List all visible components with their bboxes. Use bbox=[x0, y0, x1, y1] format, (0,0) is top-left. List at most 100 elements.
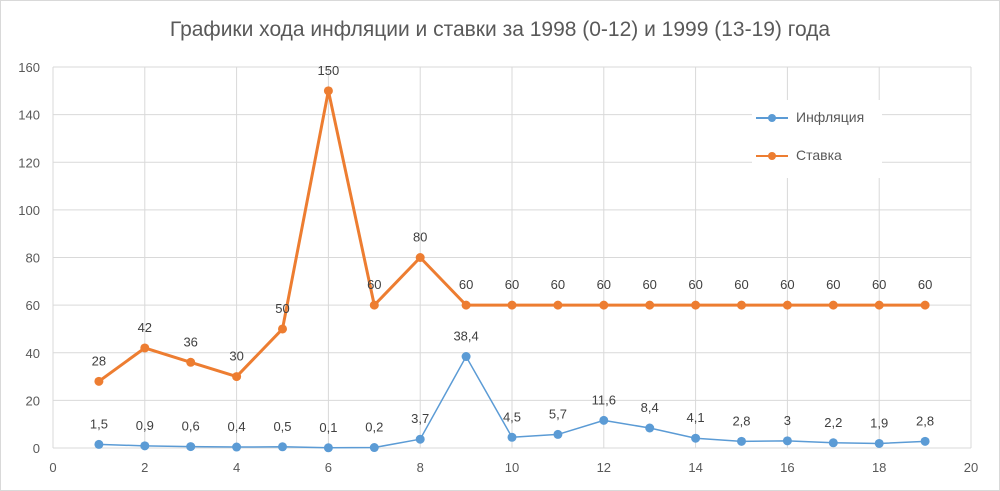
data-label-rate: 60 bbox=[367, 277, 381, 292]
data-label-inflation: 0,5 bbox=[273, 419, 291, 434]
data-point-inflation bbox=[874, 438, 884, 448]
legend: Инфляция Ставка bbox=[752, 100, 882, 178]
y-tick-label: 60 bbox=[26, 298, 40, 313]
data-point-inflation bbox=[94, 439, 104, 449]
data-point-inflation bbox=[645, 423, 655, 433]
legend-item-inflation: Инфляция bbox=[752, 108, 882, 128]
data-point-rate bbox=[645, 300, 655, 310]
y-tick-label: 140 bbox=[18, 108, 40, 123]
data-label-inflation: 8,4 bbox=[641, 400, 659, 415]
data-point-inflation bbox=[415, 434, 425, 444]
data-point-rate bbox=[140, 343, 150, 353]
y-tick-label: 100 bbox=[18, 203, 40, 218]
data-point-rate bbox=[874, 300, 884, 310]
legend-label-inflation: Инфляция bbox=[796, 109, 865, 125]
data-label-inflation: 3 bbox=[784, 413, 791, 428]
data-point-rate bbox=[828, 300, 838, 310]
data-label-inflation: 5,7 bbox=[549, 406, 567, 421]
data-label-rate: 60 bbox=[505, 277, 519, 292]
x-tick-label: 2 bbox=[141, 460, 148, 475]
x-tick-label: 6 bbox=[325, 460, 332, 475]
data-label-inflation: 38,4 bbox=[453, 329, 478, 344]
y-tick-label: 0 bbox=[33, 441, 40, 456]
x-tick-label: 12 bbox=[597, 460, 611, 475]
data-label-rate: 60 bbox=[780, 277, 794, 292]
data-label-inflation: 0,1 bbox=[319, 420, 337, 435]
data-point-inflation bbox=[507, 432, 517, 442]
data-point-inflation bbox=[920, 436, 930, 446]
x-tick-label: 10 bbox=[505, 460, 519, 475]
data-label-rate: 36 bbox=[183, 334, 197, 349]
data-label-inflation: 4,5 bbox=[503, 409, 521, 424]
data-point-inflation bbox=[828, 438, 838, 448]
data-point-inflation bbox=[369, 443, 379, 453]
data-label-inflation: 0,4 bbox=[228, 419, 246, 434]
data-label-rate: 60 bbox=[459, 277, 473, 292]
data-label-rate: 60 bbox=[872, 277, 886, 292]
data-point-rate bbox=[553, 300, 563, 310]
data-label-rate: 28 bbox=[92, 353, 106, 368]
data-label-inflation: 2,2 bbox=[824, 415, 842, 430]
data-point-inflation bbox=[461, 352, 471, 362]
y-tick-label: 80 bbox=[26, 251, 40, 266]
data-point-rate bbox=[323, 86, 333, 96]
data-label-rate: 60 bbox=[918, 277, 932, 292]
data-label-rate: 42 bbox=[138, 320, 152, 335]
legend-marker-inflation bbox=[768, 114, 776, 122]
data-point-rate bbox=[920, 300, 930, 310]
x-tick-label: 4 bbox=[233, 460, 240, 475]
data-label-rate: 50 bbox=[275, 301, 289, 316]
data-point-rate bbox=[278, 324, 287, 334]
y-tick-label: 20 bbox=[26, 393, 40, 408]
data-point-inflation bbox=[599, 415, 609, 425]
chart-title: Графики хода инфляции и ставки за 1998 (… bbox=[169, 18, 831, 41]
data-point-rate bbox=[461, 300, 471, 310]
data-label-rate: 80 bbox=[413, 230, 427, 245]
x-tick-label: 8 bbox=[417, 460, 424, 475]
y-tick-label: 160 bbox=[18, 60, 40, 75]
legend-marker-rate bbox=[768, 152, 776, 160]
data-point-rate bbox=[369, 300, 379, 310]
data-label-inflation: 0,2 bbox=[365, 420, 383, 435]
data-label-inflation: 2,8 bbox=[732, 413, 750, 428]
data-point-inflation bbox=[140, 441, 150, 451]
data-point-inflation bbox=[782, 436, 792, 446]
data-label-inflation: 11,6 bbox=[592, 392, 616, 407]
x-tick-label: 14 bbox=[688, 460, 702, 475]
data-label-rate: 150 bbox=[318, 63, 340, 78]
y-tick-label: 40 bbox=[26, 346, 40, 361]
data-point-inflation bbox=[553, 429, 563, 439]
x-tick-label: 0 bbox=[49, 460, 56, 475]
data-point-rate bbox=[415, 253, 425, 262]
data-label-inflation: 2,8 bbox=[916, 413, 934, 428]
data-label-inflation: 3,7 bbox=[411, 411, 429, 426]
data-point-rate bbox=[691, 300, 701, 310]
data-label-rate: 60 bbox=[642, 277, 656, 292]
data-label-rate: 30 bbox=[229, 349, 243, 364]
data-point-inflation bbox=[278, 442, 287, 452]
data-point-rate bbox=[232, 372, 242, 382]
data-point-inflation bbox=[232, 442, 242, 452]
data-point-rate bbox=[186, 357, 196, 367]
data-label-rate: 60 bbox=[688, 277, 702, 292]
y-tick-label: 120 bbox=[18, 155, 40, 170]
data-label-rate: 60 bbox=[551, 277, 565, 292]
data-label-inflation: 0,9 bbox=[136, 418, 154, 433]
x-tick-label: 18 bbox=[872, 460, 886, 475]
data-point-inflation bbox=[691, 433, 701, 443]
data-point-inflation bbox=[186, 442, 196, 452]
legend-item-rate: Ставка bbox=[752, 146, 882, 166]
x-tick-label: 20 bbox=[964, 460, 978, 475]
x-tick-label: 16 bbox=[780, 460, 794, 475]
data-point-rate bbox=[94, 376, 104, 386]
data-label-rate: 60 bbox=[826, 277, 840, 292]
data-point-rate bbox=[782, 300, 792, 310]
data-point-rate bbox=[599, 300, 609, 310]
data-label-rate: 60 bbox=[734, 277, 748, 292]
data-label-inflation: 1,5 bbox=[90, 416, 108, 431]
data-point-rate bbox=[737, 300, 746, 310]
data-label-rate: 60 bbox=[597, 277, 611, 292]
legend-label-rate: Ставка bbox=[796, 147, 842, 163]
